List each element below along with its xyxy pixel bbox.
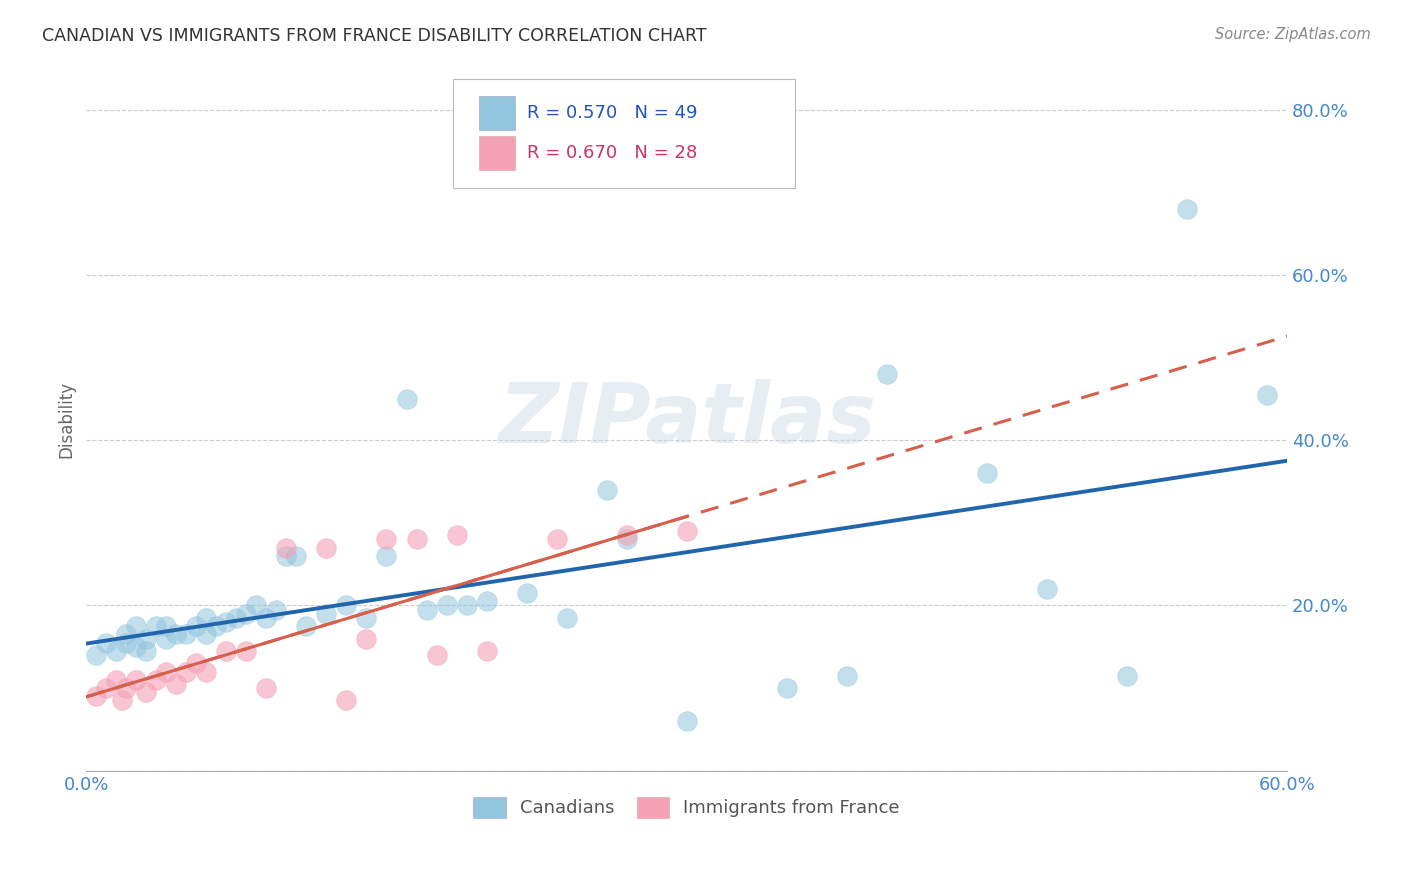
Point (195, 611, 218, 625)
Point (675, 524, 697, 538)
Point (84, 648, 107, 662)
Text: R = 0.670   N = 28: R = 0.670 N = 28 (527, 144, 697, 161)
Point (546, 533, 568, 547)
Point (195, 665, 218, 679)
Point (415, 602, 437, 616)
Point (425, 648, 447, 662)
Text: CANADIAN VS IMMIGRANTS FROM FRANCE DISABILITY CORRELATION CHART: CANADIAN VS IMMIGRANTS FROM FRANCE DISAB… (42, 27, 707, 45)
Point (446, 528, 468, 542)
Point (125, 640, 148, 654)
Point (225, 611, 247, 625)
Point (405, 533, 427, 547)
Point (356, 632, 378, 646)
Point (395, 392, 418, 406)
Point (254, 681, 277, 695)
Text: Source: ZipAtlas.com: Source: ZipAtlas.com (1215, 27, 1371, 42)
Point (375, 549, 398, 563)
Text: R = 0.570   N = 49: R = 0.570 N = 49 (527, 103, 697, 121)
Point (245, 599, 267, 613)
Point (315, 607, 337, 621)
Point (276, 549, 298, 563)
Point (115, 681, 138, 695)
Point (1116, 669, 1139, 683)
Point (135, 632, 157, 646)
Point (475, 644, 498, 658)
Point (215, 644, 238, 658)
Point (115, 627, 138, 641)
Point (335, 693, 357, 707)
Point (135, 644, 157, 658)
Point (595, 483, 617, 497)
Point (145, 673, 167, 687)
Point (145, 619, 167, 633)
Point (776, 681, 799, 695)
Point (186, 657, 208, 671)
Point (976, 467, 998, 481)
Point (155, 665, 177, 679)
Point (165, 627, 187, 641)
Point (616, 528, 638, 542)
Point (155, 619, 177, 633)
Point (436, 599, 458, 613)
Point (96, 635, 118, 649)
Point (1256, 388, 1278, 402)
Point (835, 669, 858, 683)
Legend: Canadians, Immigrants from France: Canadians, Immigrants from France (467, 789, 907, 825)
Point (205, 619, 228, 633)
Point (195, 627, 218, 641)
Point (335, 599, 357, 613)
Point (215, 615, 238, 629)
Point (235, 644, 257, 658)
Point (356, 611, 378, 625)
Point (456, 599, 478, 613)
Point (105, 673, 128, 687)
Point (165, 677, 187, 691)
Point (315, 541, 337, 555)
Text: ZIPatlas: ZIPatlas (498, 379, 876, 460)
Point (516, 586, 538, 600)
Point (96, 681, 118, 695)
Point (125, 619, 148, 633)
Bar (479, 96, 515, 129)
Bar (479, 136, 515, 169)
Point (375, 533, 398, 547)
Point (84, 690, 107, 704)
Point (876, 367, 898, 381)
Point (125, 673, 148, 687)
Point (616, 533, 638, 547)
Point (176, 627, 198, 641)
Point (155, 632, 177, 646)
Y-axis label: Disability: Disability (58, 381, 75, 458)
Point (115, 635, 138, 649)
Point (285, 549, 308, 563)
Point (254, 611, 277, 625)
Point (111, 693, 134, 707)
Point (555, 611, 578, 625)
Point (105, 644, 128, 658)
Point (675, 714, 697, 728)
Point (235, 607, 257, 621)
Point (475, 594, 498, 608)
Point (1036, 582, 1059, 596)
Point (135, 685, 157, 699)
Point (295, 619, 318, 633)
FancyBboxPatch shape (453, 79, 794, 188)
Point (1175, 202, 1198, 216)
Point (276, 541, 298, 555)
Point (186, 619, 208, 633)
Point (266, 602, 288, 616)
Point (176, 665, 198, 679)
